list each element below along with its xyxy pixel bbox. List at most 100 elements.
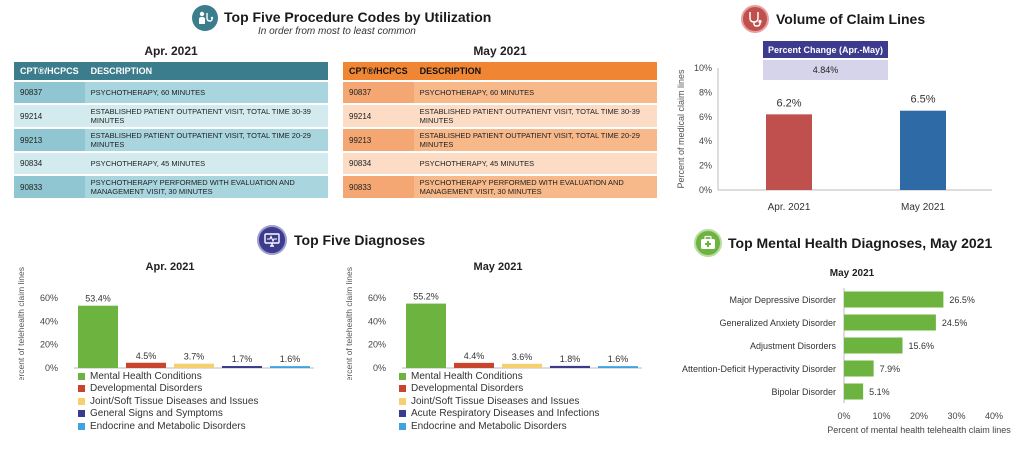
category-label: Bipolar Disorder bbox=[771, 387, 836, 397]
legend-swatch bbox=[399, 372, 406, 380]
legend-label: Developmental Disorders bbox=[90, 383, 203, 395]
legend-item: Joint/Soft Tissue Diseases and Issues bbox=[399, 395, 599, 408]
x-tick-label: 20% bbox=[910, 411, 928, 421]
legend-item: Developmental Disorders bbox=[399, 383, 599, 396]
procedure-description: PSYCHOTHERAPY, 45 MINUTES bbox=[413, 153, 657, 174]
y-tick-label: 40% bbox=[40, 316, 58, 326]
procedure-code: 90833 bbox=[14, 176, 85, 198]
table-row: 90834 PSYCHOTHERAPY, 45 MINUTES bbox=[14, 153, 328, 174]
procedure-description: ESTABLISHED PATIENT OUTPATIENT VISIT, TO… bbox=[84, 105, 328, 127]
bar-value-label: 6.5% bbox=[910, 94, 935, 106]
procedure-code: 99214 bbox=[14, 105, 85, 127]
table-row: 90837 PSYCHOTHERAPY, 60 MINUTES bbox=[14, 82, 328, 103]
column-header-code: CPT®/HCPCS bbox=[14, 62, 85, 80]
y-tick-label: 0% bbox=[45, 363, 58, 373]
bar-value-label: 5.1% bbox=[869, 387, 890, 397]
y-tick-label: 8% bbox=[699, 87, 712, 97]
legend-label: Mental Health Conditions bbox=[411, 370, 523, 382]
table-row: 99214 ESTABLISHED PATIENT OUTPATIENT VISI… bbox=[14, 105, 328, 127]
apr-table-title: Apr. 2021 bbox=[144, 44, 198, 58]
table-row: 99213 ESTABLISHED PATIENT OUTPATIENT VISI… bbox=[14, 129, 328, 151]
y-tick-label: 40% bbox=[368, 316, 386, 326]
bar-value-label: 7.9% bbox=[880, 364, 901, 374]
volume-title: Volume of Claim Lines bbox=[776, 11, 926, 27]
bar-value-label: 15.6% bbox=[909, 341, 935, 351]
bar bbox=[766, 114, 812, 190]
y-tick-label: 0% bbox=[699, 185, 712, 195]
legend-item: Mental Health Conditions bbox=[78, 370, 258, 383]
bar bbox=[598, 366, 638, 368]
procedure-code: 90834 bbox=[343, 153, 414, 174]
legend-item: Endocrine and Metabolic Disorders bbox=[399, 420, 599, 433]
volume-chart: Percent of medical claim lines 0% 2% 4% 6% 8%… bbox=[676, 63, 992, 213]
legend-label: Acute Respiratory Diseases and Infection… bbox=[411, 408, 600, 420]
procedure-description: PSYCHOTHERAPY PERFORMED WITH EVALUATION … bbox=[413, 176, 657, 198]
legend-swatch bbox=[78, 422, 85, 430]
legend-label: Endocrine and Metabolic Disorders bbox=[90, 420, 246, 432]
diag-apr-chart: Apr. 2021 Percent of telehealth claim lin… bbox=[16, 261, 314, 380]
diag-may-chart: May 2021 Percent of telehealth claim line… bbox=[344, 261, 642, 380]
chart-title: Apr. 2021 bbox=[146, 261, 195, 273]
bar bbox=[454, 362, 494, 368]
y-tick-label: 2% bbox=[699, 161, 712, 171]
y-axis-label: Percent of telehealth claim lines bbox=[16, 267, 26, 380]
table-row: 99213 ESTABLISHED PATIENT OUTPATIENT VISI… bbox=[343, 129, 657, 151]
bar-value-label: 1.8% bbox=[560, 354, 581, 364]
legend-item: Joint/Soft Tissue Diseases and Issues bbox=[78, 395, 258, 408]
legend-label: Developmental Disorders bbox=[411, 383, 524, 395]
bar bbox=[406, 303, 446, 368]
procedures-subtitle: In order from most to least common bbox=[258, 26, 416, 37]
category-label: Adjustment Disorders bbox=[750, 341, 837, 351]
bar bbox=[844, 314, 936, 331]
x-axis-label: Percent of mental health telehealth clai… bbox=[827, 425, 1011, 435]
bar bbox=[844, 383, 864, 400]
bar bbox=[270, 366, 310, 368]
y-tick-label: 20% bbox=[40, 340, 58, 350]
y-tick-label: 0% bbox=[373, 363, 386, 373]
chart-title: May 2021 bbox=[474, 261, 523, 273]
legend-label: Joint/Soft Tissue Diseases and Issues bbox=[90, 395, 259, 407]
y-axis-label: Percent of medical claim lines bbox=[676, 69, 686, 189]
y-tick-label: 60% bbox=[40, 293, 58, 303]
procedure-description: ESTABLISHED PATIENT OUTPATIENT VISIT, TO… bbox=[413, 105, 657, 127]
procedure-description: ESTABLISHED PATIENT OUTPATIENT VISIT, TO… bbox=[413, 129, 657, 151]
bar-value-label: 53.4% bbox=[85, 294, 111, 304]
bar bbox=[126, 362, 166, 368]
bar-value-label: 1.6% bbox=[608, 354, 629, 364]
telehealth-monitor-icon bbox=[257, 225, 287, 255]
y-tick-label: 10% bbox=[694, 63, 712, 73]
x-tick-label: 0% bbox=[837, 411, 850, 421]
procedure-code: 90837 bbox=[14, 82, 85, 103]
x-tick-label: Apr. 2021 bbox=[768, 202, 811, 213]
legend-item: Acute Respiratory Diseases and Infection… bbox=[399, 408, 599, 421]
bar-value-label: 1.7% bbox=[232, 354, 253, 364]
procedure-code: 99213 bbox=[343, 129, 414, 151]
legend-label: Mental Health Conditions bbox=[90, 370, 202, 382]
x-tick-label: 10% bbox=[872, 411, 890, 421]
procedure-code: 90834 bbox=[14, 153, 85, 174]
category-label: Attention-Deficit Hyperactivity Disorder bbox=[682, 364, 836, 374]
y-axis-label: Percent of telehealth claim lines bbox=[344, 267, 354, 380]
bar-value-label: 4.4% bbox=[464, 351, 485, 361]
bar-value-label: 4.5% bbox=[136, 351, 157, 361]
table-row: 99214 ESTABLISHED PATIENT OUTPATIENT VISI… bbox=[343, 105, 657, 127]
y-tick-label: 20% bbox=[368, 340, 386, 350]
legend-swatch bbox=[78, 385, 85, 393]
procedure-description: PSYCHOTHERAPY, 60 MINUTES bbox=[413, 82, 657, 103]
mental-title: Top Mental Health Diagnoses, May 2021 bbox=[728, 235, 993, 251]
legend-swatch bbox=[399, 422, 406, 430]
table-row: 90833 PSYCHOTHERAPY PERFORMED WITH EVALUA… bbox=[14, 176, 328, 198]
legend-label: Endocrine and Metabolic Disorders bbox=[411, 420, 567, 432]
stethoscope-person-icon bbox=[192, 5, 218, 31]
table-row: 90834 PSYCHOTHERAPY, 45 MINUTES bbox=[343, 153, 657, 174]
chart-title: May 2021 bbox=[830, 268, 875, 279]
may-procedure-table: CPT®/HCPCS DESCRIPTION 90837 PSYCHOTHERAP… bbox=[343, 60, 657, 200]
medical-kit-icon bbox=[694, 229, 722, 257]
category-label: Generalized Anxiety Disorder bbox=[719, 318, 836, 328]
bar-value-label: 1.6% bbox=[280, 354, 301, 364]
legend-swatch bbox=[399, 410, 406, 418]
legend-swatch bbox=[78, 372, 85, 380]
diagnoses-title: Top Five Diagnoses bbox=[294, 232, 426, 248]
table-row: 90833 PSYCHOTHERAPY PERFORMED WITH EVALUA… bbox=[343, 176, 657, 198]
procedures-title: Top Five Procedure Codes by Utilization bbox=[224, 9, 492, 25]
